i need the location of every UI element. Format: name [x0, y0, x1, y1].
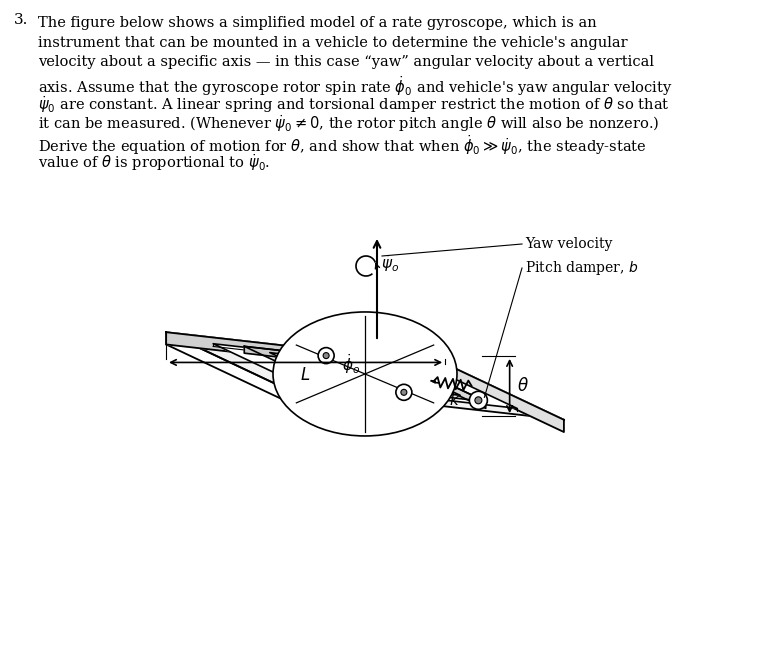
Polygon shape	[244, 346, 408, 371]
Circle shape	[475, 397, 482, 404]
Ellipse shape	[273, 312, 457, 436]
Circle shape	[323, 352, 329, 359]
Text: instrument that can be mounted in a vehicle to determine the vehicle's angular: instrument that can be mounted in a vehi…	[38, 36, 628, 50]
Text: axis. Assume that the gyroscope rotor spin rate $\dot{\phi}_0$ and vehicle's yaw: axis. Assume that the gyroscope rotor sp…	[38, 75, 673, 98]
Text: value of $\theta$ is proportional to $\dot{\psi}_0$.: value of $\theta$ is proportional to $\d…	[38, 153, 270, 173]
Text: $L$: $L$	[301, 367, 311, 384]
Polygon shape	[213, 344, 517, 408]
Circle shape	[401, 389, 407, 395]
Polygon shape	[445, 364, 564, 432]
Text: $k$: $k$	[449, 392, 460, 408]
Circle shape	[469, 391, 487, 409]
Circle shape	[318, 348, 334, 364]
Text: Yaw velocity: Yaw velocity	[525, 237, 612, 251]
Text: $\dot{\psi}_0$ are constant. A linear spring and torsional damper restrict the m: $\dot{\psi}_0$ are constant. A linear sp…	[38, 94, 670, 115]
Polygon shape	[408, 365, 486, 408]
Text: 3.: 3.	[14, 13, 29, 27]
Text: velocity about a specific axis — in this case “yaw” angular velocity about a ver: velocity about a specific axis — in this…	[38, 55, 654, 69]
Polygon shape	[244, 346, 486, 402]
Text: it can be measured. (Whenever $\dot{\psi}_0 \neq 0$, the rotor pitch angle $\the: it can be measured. (Whenever $\dot{\psi…	[38, 114, 660, 134]
Polygon shape	[166, 332, 445, 376]
Text: Derive the equation of motion for $\theta$, and show that when $\dot{\phi}_0 \gg: Derive the equation of motion for $\thet…	[38, 133, 646, 157]
Text: $\theta$: $\theta$	[517, 377, 528, 395]
Text: $\dot{\phi}_o$: $\dot{\phi}_o$	[342, 352, 360, 376]
Polygon shape	[270, 352, 460, 395]
Text: $\dot{\psi}_o$: $\dot{\psi}_o$	[381, 254, 399, 274]
Text: Pitch damper, $b$: Pitch damper, $b$	[525, 259, 639, 277]
Text: The figure below shows a simplified model of a rate gyroscope, which is an: The figure below shows a simplified mode…	[38, 16, 597, 30]
Polygon shape	[166, 332, 564, 420]
Circle shape	[395, 384, 412, 401]
